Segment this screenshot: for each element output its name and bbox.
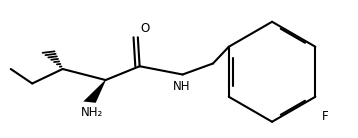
Text: F: F <box>322 110 328 123</box>
Polygon shape <box>83 80 106 103</box>
Text: NH: NH <box>173 80 190 93</box>
Text: NH₂: NH₂ <box>81 106 103 119</box>
Text: O: O <box>140 22 150 35</box>
